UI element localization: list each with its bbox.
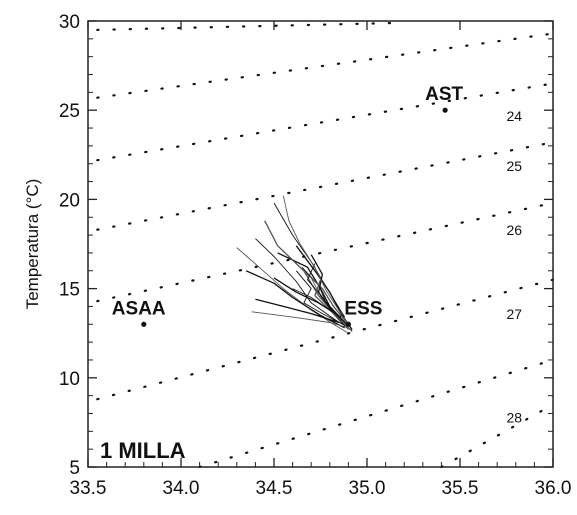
ts-profile-line	[307, 273, 349, 325]
x-tick-label: 33.5	[70, 478, 107, 499]
isopycnal-line	[198, 358, 555, 469]
isopycnal-label: 25	[507, 158, 523, 174]
isopycnal-label: 26	[507, 222, 523, 238]
y-tick-label: 5	[69, 458, 80, 479]
x-tick-label: 34.0	[163, 478, 200, 499]
isopycnal-label: 27	[507, 306, 523, 322]
x-tick-label: 34.5	[256, 478, 293, 499]
isopycnal-label: 24	[507, 108, 523, 124]
y-tick-label: 20	[59, 190, 80, 211]
ts-profile-line	[314, 279, 346, 325]
ts-profile-line	[273, 277, 342, 318]
y-tick-label: 10	[59, 369, 80, 390]
station-point	[442, 107, 448, 113]
y-axis-label: Temperatura (°C)	[23, 179, 42, 310]
ts-profile-line	[255, 298, 340, 324]
ts-profile-line	[255, 238, 340, 323]
isopycnal-labels: 24 25 26 27 28	[507, 108, 523, 425]
ts-profile-line	[295, 270, 344, 325]
x-tick-label: 35.5	[442, 478, 479, 499]
isopycnal-label: 28	[507, 409, 523, 425]
isopycnal-lines	[96, 21, 555, 469]
plot-frame	[87, 20, 554, 468]
y-tick-label: 30	[59, 12, 80, 33]
ts-profile-line	[236, 247, 349, 334]
axis-ticks: 33.5 34.0 34.5 35.0 35.5 36.0 5 10 15 20 25 30	[59, 12, 572, 499]
y-tick-label: 15	[59, 280, 80, 301]
x-tick-label: 35.0	[349, 478, 386, 499]
isopycnal-line	[440, 403, 555, 469]
annotation-label: 1 MILLA	[100, 438, 186, 463]
water-mass-stations: AST ASAA ESS	[112, 84, 464, 327]
ts-profile-line	[251, 311, 349, 329]
station-point	[345, 321, 351, 327]
ts-profiles	[236, 195, 353, 334]
station-label: ASAA	[112, 298, 166, 319]
x-tick-label: 36.0	[535, 478, 572, 499]
y-tick-label: 25	[59, 101, 80, 122]
station-label: AST	[425, 84, 463, 105]
station-point	[141, 321, 147, 327]
station-label: ESS	[344, 298, 382, 319]
isopycnal-line	[96, 201, 555, 303]
ts-profile-line	[307, 263, 349, 327]
ts-profile-line	[282, 195, 342, 314]
